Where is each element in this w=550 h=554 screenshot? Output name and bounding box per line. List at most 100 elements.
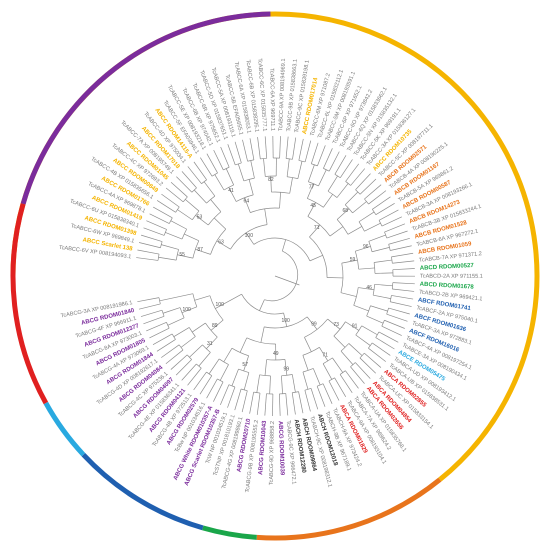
branch-segment [181, 336, 195, 347]
branch-segment [258, 137, 261, 159]
branch-segment [213, 382, 223, 402]
branch-segment [137, 298, 159, 302]
branch-segment [144, 228, 165, 236]
branch-segment [141, 235, 162, 241]
bootstrap-value: 63 [218, 239, 224, 245]
bootstrap-value: 71 [322, 353, 328, 359]
branch-segment [323, 364, 332, 380]
branch-segment [137, 250, 159, 254]
leaf-label: ABCG RDOM10039 [277, 421, 285, 476]
leaf-label: TcABCC-9A XP 008194969.1 [278, 58, 287, 131]
branch-segment [364, 185, 381, 199]
branch-segment [166, 188, 183, 202]
branch-segment [211, 199, 221, 211]
bootstrap-value: 73 [333, 322, 339, 328]
branch-segment [150, 214, 170, 224]
branch-segment [387, 231, 408, 238]
branch-segment [317, 145, 325, 166]
branch-segment [382, 217, 402, 226]
bootstrap-value: 45 [310, 203, 316, 209]
branch-segment [391, 295, 413, 299]
branch-segment [242, 391, 247, 412]
branch-segment [354, 305, 369, 311]
branch-segment [367, 316, 383, 323]
branch-segment [244, 373, 249, 390]
branch-segment [351, 169, 365, 186]
branch-segment [393, 283, 415, 284]
branch-segment [227, 387, 234, 408]
branch-segment [364, 353, 381, 367]
branch-connector [254, 238, 310, 261]
tree-branches [136, 136, 415, 416]
branch-segment [250, 138, 254, 160]
branch-segment [139, 304, 160, 309]
family-arc-abcd [203, 528, 257, 538]
branch-segment [334, 336, 345, 347]
branch-segment [220, 365, 228, 381]
leaf-label: ABCG RDOM10043 [258, 420, 268, 475]
branch-segment [390, 302, 411, 307]
branch-segment [215, 175, 224, 190]
branch-segment [235, 389, 241, 410]
bootstrap-value: 53 [197, 214, 203, 220]
branch-segment [298, 161, 302, 179]
leaf-label: TcABCD-2A XP 971155.1 [420, 274, 483, 280]
branch-segment [174, 327, 189, 336]
branch-segment [286, 394, 288, 416]
branch-segment [372, 247, 389, 251]
branch-segment [311, 143, 318, 164]
branch-segment [393, 269, 415, 270]
branch-segment [287, 159, 289, 177]
branch-segment [264, 159, 266, 177]
branch-segment [373, 295, 391, 298]
branch-segment [374, 260, 392, 262]
branch-segment [160, 294, 193, 301]
branch-segment [360, 179, 376, 194]
bootstrap-value: 99 [311, 322, 317, 328]
leaf-label: TcABCG-9D XP 968858.2 [269, 421, 276, 485]
bootstrap-value: 55 [179, 252, 185, 258]
branch-segment [238, 164, 244, 181]
branch-segment [282, 240, 285, 252]
branch-segment [341, 351, 353, 365]
branch-segment [240, 338, 247, 353]
branch-segment [250, 392, 254, 414]
bootstrap-value: 68 [343, 208, 349, 214]
branch-segment [228, 144, 235, 165]
branch-segment [166, 350, 183, 364]
branch-segment [360, 358, 376, 373]
branch-segment [177, 210, 192, 220]
branch-segment [249, 179, 253, 194]
bootstrap-value: 100 [216, 302, 225, 308]
branch-segment [370, 306, 387, 311]
bootstrap-value: 82 [268, 177, 274, 183]
bootstrap-value: 41 [228, 188, 234, 194]
branch-segment [341, 293, 357, 297]
root-branch [275, 276, 299, 285]
branch-segment [214, 150, 224, 170]
branch-segment [214, 218, 226, 229]
branch-segment [329, 152, 339, 172]
branch-segment [389, 238, 410, 244]
branch-segment [348, 226, 362, 234]
branch-segment [209, 359, 219, 374]
branch-segment [261, 327, 264, 343]
branch-segment [292, 138, 295, 160]
branch-segment [369, 235, 386, 241]
branch-segment [158, 257, 176, 260]
branch-segment [168, 318, 184, 326]
branch-segment [303, 372, 308, 389]
branch-segment [221, 147, 230, 167]
branch-segment [310, 255, 323, 261]
branch-segment [375, 284, 393, 285]
branch-segment [337, 183, 348, 197]
branch-segment [305, 390, 311, 411]
branch-segment [364, 223, 380, 231]
bootstrap-value: 100 [281, 318, 290, 324]
branch-segment [323, 384, 332, 404]
branch-segment [382, 326, 402, 335]
branch-segment [356, 335, 371, 346]
